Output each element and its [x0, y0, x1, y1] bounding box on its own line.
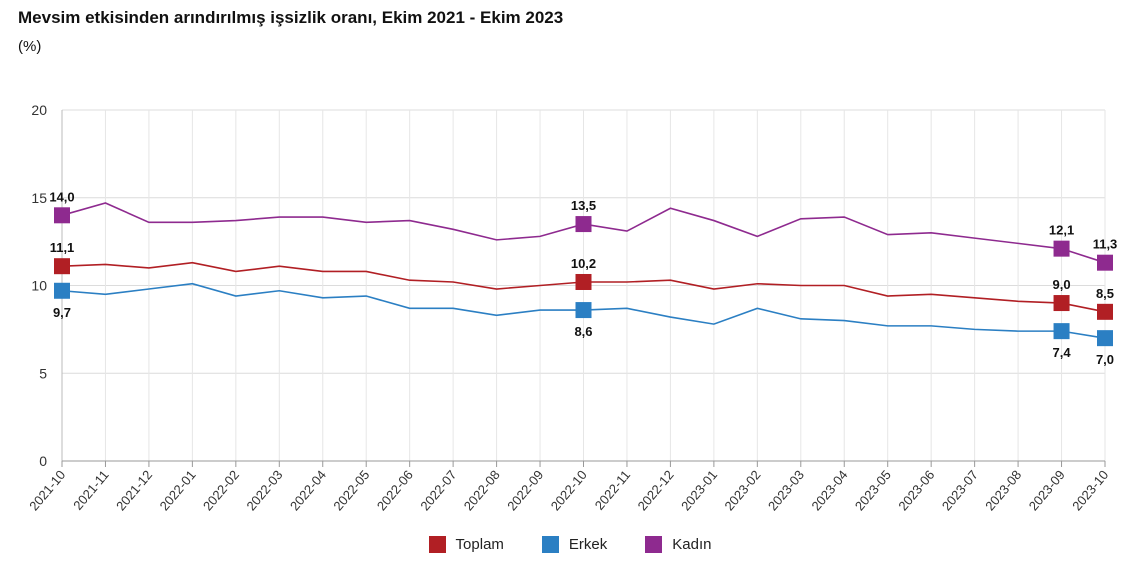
x-tick-label: 2023-02 [721, 467, 763, 513]
data-marker-kadın [54, 207, 70, 224]
x-tick-label: 2023-08 [982, 467, 1024, 513]
legend-label: Toplam [455, 536, 504, 553]
data-label: 14,0 [49, 189, 74, 204]
legend-item-erkek[interactable]: Erkek [541, 536, 608, 553]
x-tick-label: 2022-01 [157, 467, 199, 513]
data-marker-erkek [54, 282, 70, 299]
data-marker-kadın [1053, 240, 1070, 257]
data-labels: 11,1 10,2 9,0 8,5 9,7 8,6 7,4 7,0 14,0 13,5 12,1 11… [49, 189, 1117, 367]
data-marker-toplam [1053, 295, 1070, 312]
y-tick-label: 10 [31, 278, 47, 294]
data-label: 9,7 [53, 305, 71, 320]
x-tick-label: 2021-11 [70, 467, 112, 512]
chart-title: Mevsim etkisinden arındırılmış işsizlik … [18, 8, 564, 27]
data-marker-kadın [575, 216, 592, 233]
data-marker-toplam [1097, 303, 1113, 320]
x-tick-label: 2022-04 [287, 467, 329, 513]
data-label: 7,0 [1096, 352, 1114, 367]
x-tick-label: 2023-04 [808, 467, 850, 513]
legend-label: Kadın [672, 536, 712, 553]
x-tick-label: 2023-05 [852, 467, 894, 513]
series-group [54, 202, 1113, 347]
x-tick-label: 2022-12 [635, 467, 677, 513]
x-tick-label: 2022-07 [417, 467, 459, 513]
legend-item-kadın[interactable]: Kadın [645, 536, 711, 553]
x-tick-label: 2023-10 [1069, 467, 1111, 513]
data-marker-kadın [1097, 254, 1113, 271]
x-tick-label: 2022-08 [461, 467, 503, 513]
x-tick-label: 2022-03 [243, 467, 285, 513]
legend-item-toplam[interactable]: Toplam [428, 536, 504, 553]
data-marker-toplam [54, 258, 70, 275]
y-tick-label: 20 [31, 102, 47, 118]
y-tick-label: 5 [39, 365, 47, 381]
x-tick-label: 2022-02 [200, 467, 242, 513]
legend-swatch [428, 536, 446, 553]
grid [61, 109, 1106, 462]
y-tick-label: 15 [31, 190, 47, 206]
data-label: 11,3 [1093, 237, 1118, 252]
x-tick-label: 2022-10 [548, 467, 590, 513]
legend: Toplam Erkek Kadın [0, 536, 1140, 553]
legend-swatch [645, 536, 663, 553]
legend-label: Erkek [568, 536, 608, 553]
x-tick-label: 2022-11 [592, 467, 634, 512]
data-marker-erkek [1097, 330, 1113, 347]
x-tick-label: 2023-06 [895, 467, 937, 513]
data-label: 9,0 [1053, 277, 1071, 292]
x-tick-label: 2023-07 [939, 467, 981, 513]
data-label: 7,4 [1053, 345, 1072, 360]
data-label: 8,6 [574, 324, 592, 339]
data-marker-erkek [575, 302, 592, 319]
data-marker-erkek [1053, 323, 1070, 340]
x-tick-label: 2021-12 [113, 467, 155, 513]
x-tick-label: 2021-10 [26, 467, 68, 513]
x-tick-label: 2023-03 [765, 467, 807, 513]
x-tick-label: 2022-05 [330, 467, 372, 513]
x-tick-label: 2023-09 [1026, 467, 1068, 513]
data-label: 8,5 [1096, 286, 1114, 301]
x-tick-label: 2022-06 [374, 467, 416, 513]
data-label: 10,2 [571, 256, 596, 271]
data-label: 13,5 [571, 198, 596, 213]
x-tick-label: 2023-01 [678, 467, 720, 513]
data-marker-toplam [575, 273, 592, 290]
legend-swatch [541, 536, 559, 553]
data-label: 11,1 [50, 240, 75, 255]
chart-unit-label: (%) [18, 38, 42, 55]
x-tick-label: 2022-09 [504, 467, 546, 513]
data-label: 12,1 [1049, 223, 1074, 238]
y-tick-label: 0 [39, 453, 47, 469]
